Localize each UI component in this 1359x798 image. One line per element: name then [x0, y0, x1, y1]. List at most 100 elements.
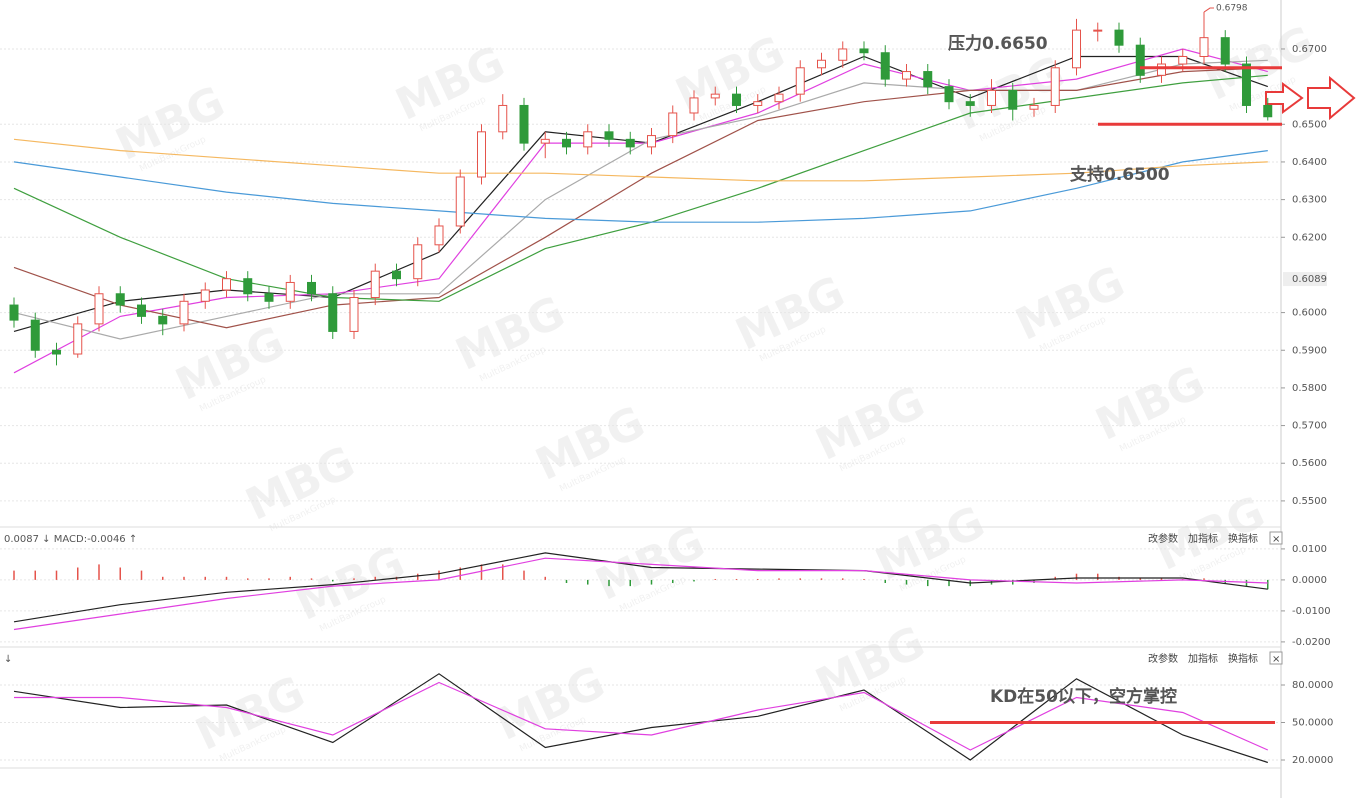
panel-header: ↓ — [4, 654, 12, 665]
candle-body — [880, 52, 890, 80]
candle-body — [540, 138, 550, 144]
indicator-line — [13, 673, 1268, 764]
candle-body — [307, 281, 316, 295]
candle-body — [349, 297, 359, 332]
candle-body — [817, 59, 826, 69]
indicator-line — [13, 67, 1268, 329]
close-box[interactable] — [1269, 531, 1283, 545]
candle-body — [1050, 67, 1060, 106]
y-tick-label: 0.6500 — [1292, 119, 1327, 130]
candle-body — [519, 104, 529, 144]
candle-body — [668, 112, 678, 137]
candle-body — [838, 48, 848, 61]
candle-body — [583, 131, 593, 148]
y-tick-label: 50.0000 — [1292, 718, 1333, 729]
y-tick-label: -0.0100 — [1292, 606, 1331, 617]
arrow-icon — [1265, 82, 1304, 114]
candle-body — [115, 293, 125, 306]
candle-body — [52, 349, 61, 355]
y-tick-label: 0.5900 — [1292, 345, 1327, 356]
candle-body — [370, 270, 380, 299]
candle-body — [179, 300, 189, 325]
candle-body — [30, 319, 40, 351]
candle-body — [243, 278, 253, 295]
candle-body — [923, 71, 933, 88]
y-tick-label: 0.6200 — [1292, 232, 1327, 243]
candle-body — [1263, 104, 1273, 118]
candle-body — [1157, 63, 1166, 76]
panel-button[interactable]: × — [1272, 534, 1280, 545]
candle-body — [774, 93, 784, 103]
candle-body — [987, 89, 996, 106]
panel-button[interactable]: 加指标 — [1188, 532, 1218, 545]
y-tick-label: 0.6300 — [1292, 195, 1327, 206]
candle-body — [859, 48, 869, 54]
indicator-line — [13, 552, 1268, 623]
high-marker — [1203, 7, 1214, 13]
indicator-line — [13, 138, 1268, 182]
candle-body — [222, 278, 231, 291]
last-price-label: 0.6089 — [1292, 274, 1327, 285]
y-tick-label: 0.6000 — [1292, 308, 1327, 319]
candle-body — [1114, 29, 1124, 46]
arrow-icon — [1307, 75, 1356, 121]
candle-body — [455, 176, 465, 227]
candle-body — [1178, 55, 1188, 65]
candle-body — [9, 304, 19, 321]
candle-body — [1093, 29, 1103, 32]
y-tick-label: 20.0000 — [1292, 755, 1333, 766]
candle-body — [1242, 63, 1251, 106]
y-tick-label: 0.0100 — [1292, 544, 1327, 555]
candle-body — [1008, 89, 1018, 110]
candle-body — [477, 131, 486, 178]
candle-body — [158, 315, 168, 325]
candle-body — [264, 293, 274, 302]
candle-body — [647, 135, 656, 148]
last-price-box — [1283, 272, 1327, 287]
candle-body — [732, 93, 741, 106]
panel-button[interactable]: 加指标 — [1188, 652, 1218, 665]
high-label: 0.6798 — [1216, 4, 1248, 14]
candle-body — [944, 86, 954, 103]
annotation-text: 压力0.6650 — [948, 33, 1048, 54]
candle-body — [965, 101, 975, 106]
y-tick-label: 0.6700 — [1292, 44, 1327, 55]
candle-body — [710, 93, 720, 99]
candle-body — [413, 244, 423, 280]
y-tick-label: 0.5800 — [1292, 383, 1327, 394]
panel-button[interactable]: 换指标 — [1228, 532, 1258, 545]
candle-body — [1029, 104, 1039, 110]
panel-header: 0.0087 ↓ MACD:-0.0046 ↑ — [4, 534, 137, 545]
y-tick-label: 0.5700 — [1292, 421, 1327, 432]
candle-body — [1072, 29, 1081, 69]
candle-body — [604, 131, 614, 140]
candle-body — [753, 101, 763, 106]
candle-body — [434, 225, 444, 246]
annotation-text: KD在50以下，空方掌控 — [990, 686, 1177, 707]
y-tick-label: 0.5600 — [1292, 458, 1327, 469]
candle-body — [1199, 37, 1209, 57]
y-tick-label: 0.0000 — [1292, 575, 1327, 586]
candle-body — [795, 67, 805, 95]
panel-button[interactable]: × — [1272, 654, 1280, 665]
candle-body — [73, 323, 83, 355]
candle-body — [498, 104, 508, 133]
candle-body — [285, 281, 295, 302]
panel-button[interactable]: 改参数 — [1148, 532, 1178, 545]
panel-button[interactable]: 改参数 — [1148, 652, 1178, 665]
y-tick-label: -0.0200 — [1292, 637, 1331, 648]
annotation-text: 支持0.6500 — [1070, 164, 1170, 185]
y-tick-label: 80.0000 — [1292, 680, 1333, 691]
close-box[interactable] — [1269, 651, 1283, 665]
candle-body — [137, 304, 146, 317]
candle-body — [200, 289, 210, 302]
indicator-line — [13, 150, 1268, 223]
indicator-line — [13, 557, 1268, 631]
panel-button[interactable]: 换指标 — [1228, 652, 1258, 665]
candle-body — [902, 71, 911, 80]
indicator-line — [14, 681, 1269, 751]
y-tick-label: 0.5500 — [1292, 496, 1327, 507]
candle-body — [1135, 44, 1145, 76]
candle-body — [94, 293, 104, 325]
